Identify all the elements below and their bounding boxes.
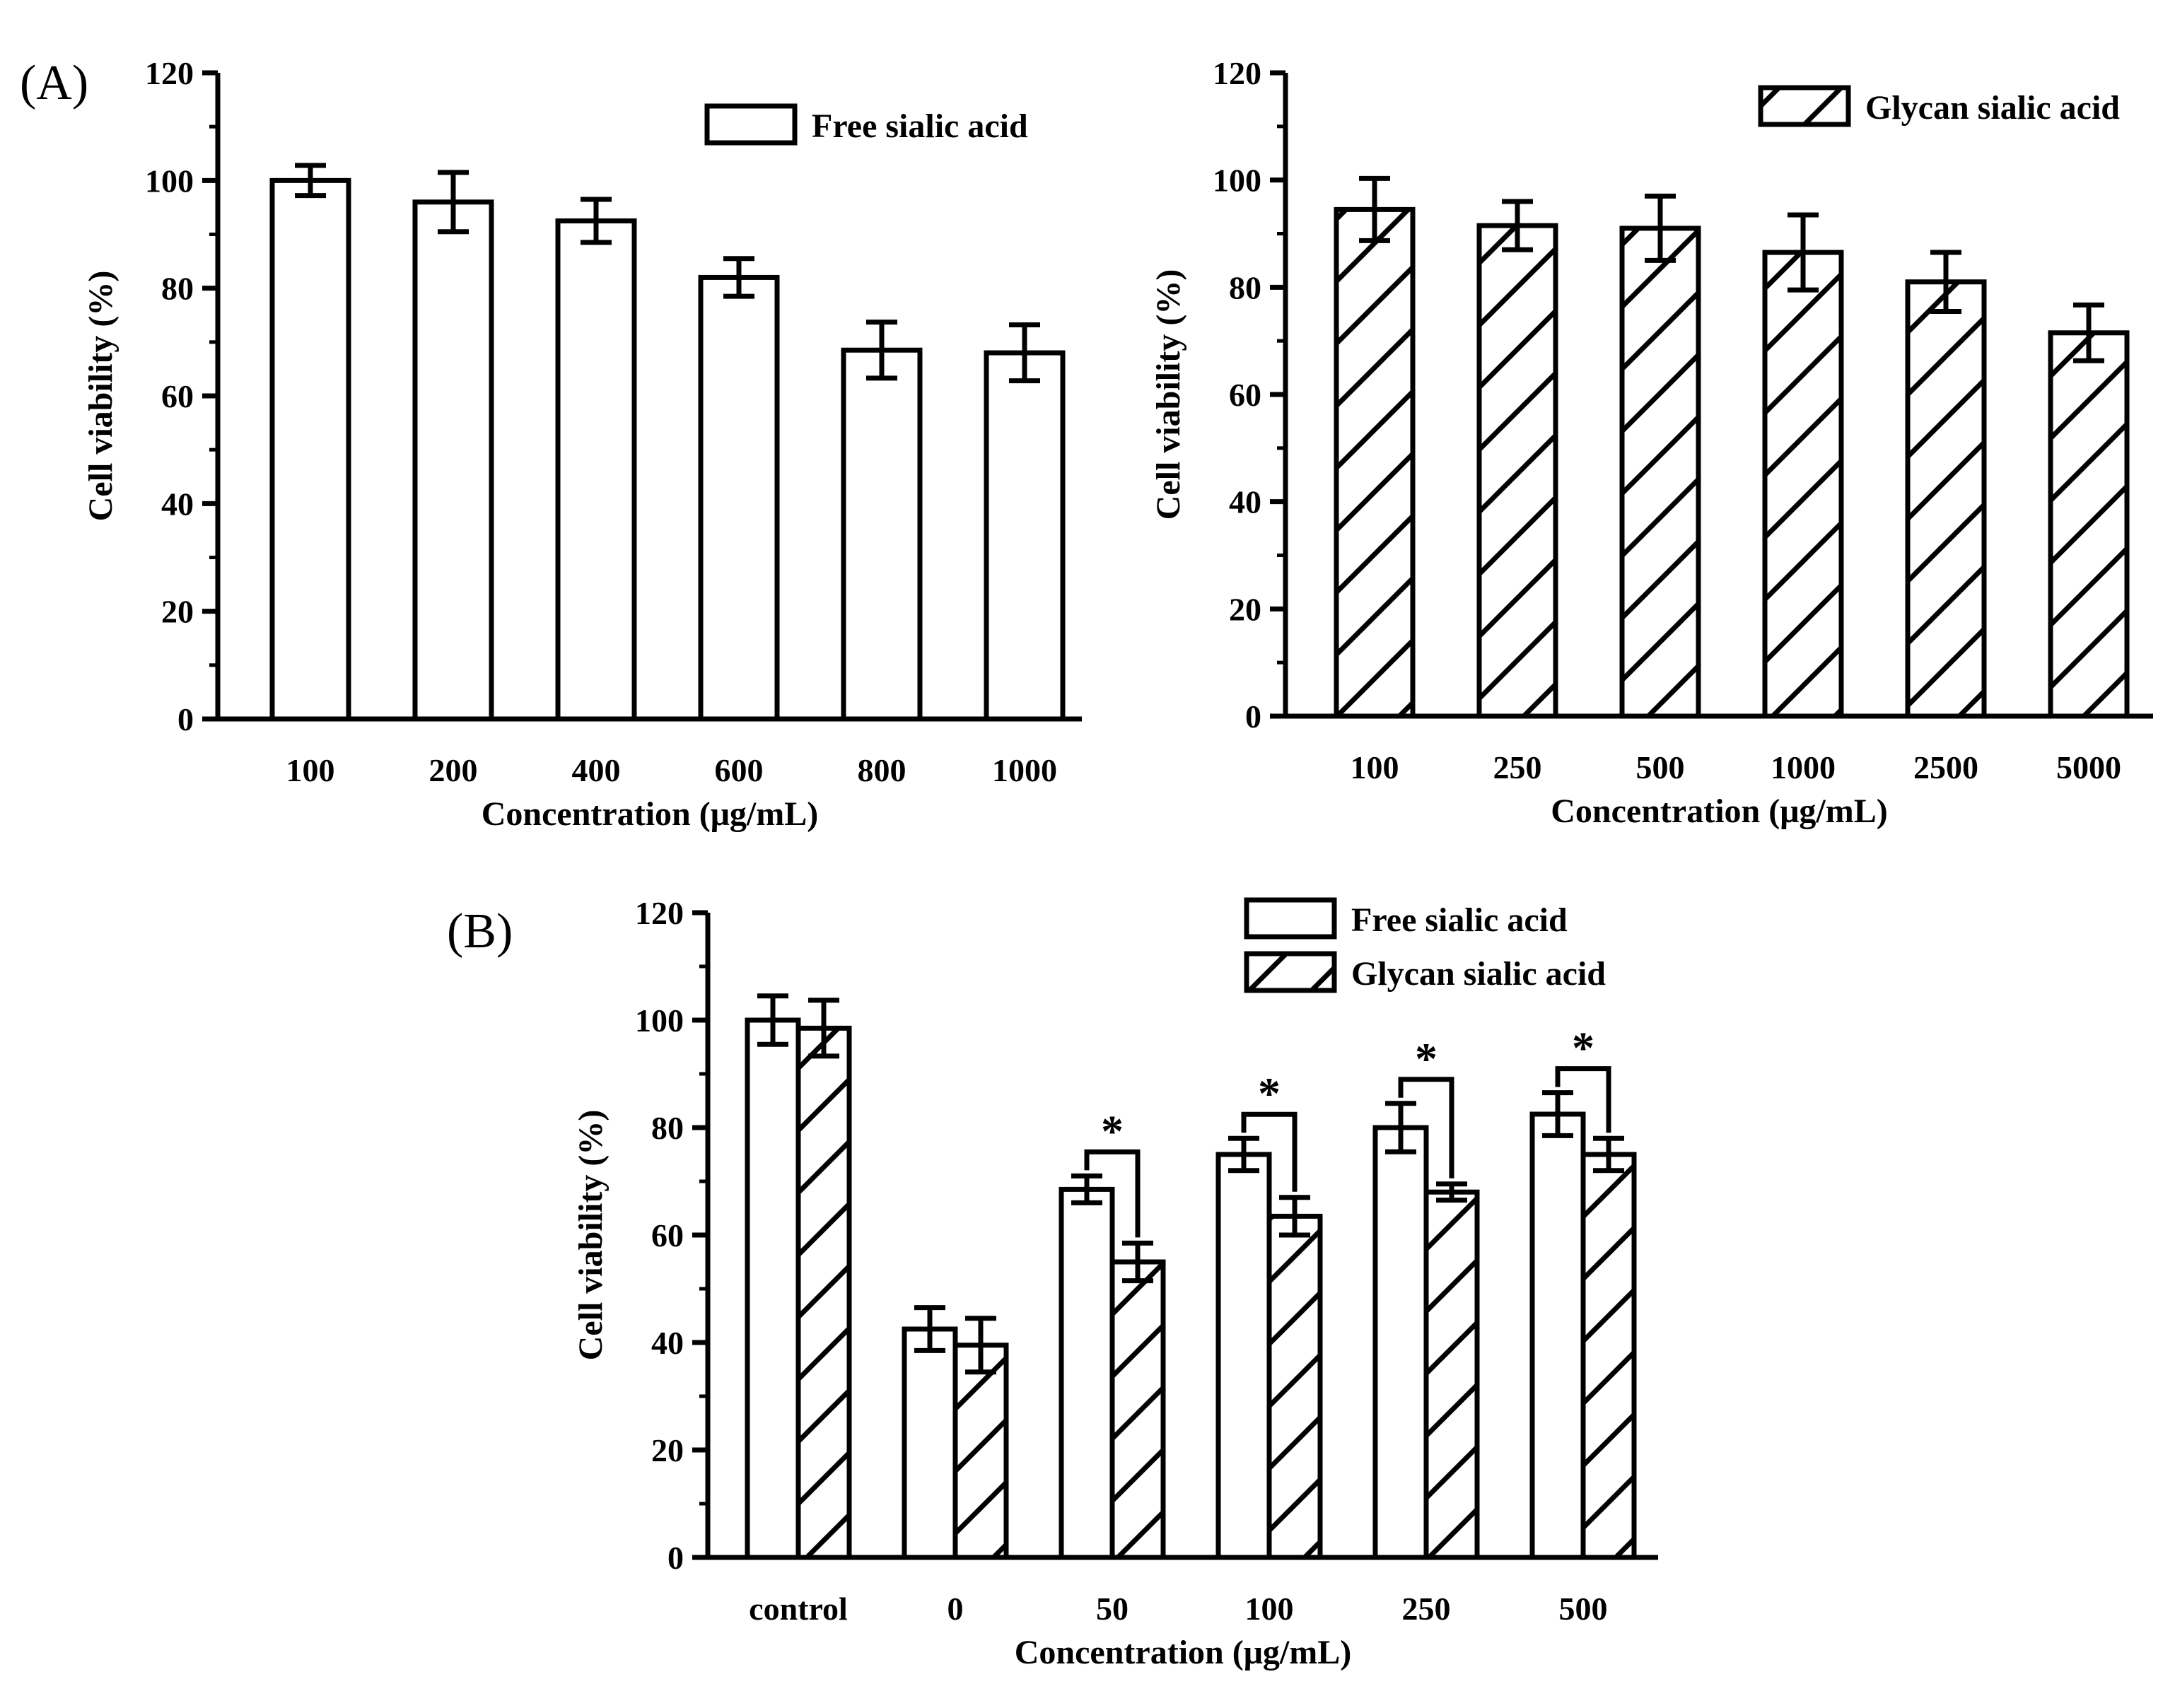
legend-swatch-free xyxy=(1244,897,1337,940)
y-tick-label: 80 xyxy=(1229,269,1261,305)
chart-a-left: 100 200 400 600 800 1000 0 20 40 60 80 100 120 Concen… xyxy=(82,55,1082,833)
x-tick-label: 200 xyxy=(429,752,478,788)
significance-bracket-100 xyxy=(1241,1111,1298,1192)
legend-label-glycan: Glycan sialic acid xyxy=(1351,955,1606,993)
bar-free-200 xyxy=(412,199,494,722)
bar-free-250 xyxy=(1372,1125,1429,1560)
bar-free-100 xyxy=(269,177,351,722)
y-axis-title: Cell viability (%) xyxy=(572,1110,610,1361)
bar-free-600 xyxy=(698,274,780,722)
y-tick-label: 20 xyxy=(1229,591,1261,627)
y-tick-label: 120 xyxy=(635,895,684,931)
bar-glycan-0 xyxy=(952,1343,1009,1560)
significance-bracket-50 xyxy=(1084,1149,1141,1238)
bar-glycan-50 xyxy=(1109,1259,1166,1560)
y-tick-label: 120 xyxy=(1213,55,1261,91)
y-tick-label: 60 xyxy=(161,378,194,414)
x-tick-label: 100 xyxy=(286,752,335,788)
bar-free-0 xyxy=(902,1326,958,1560)
x-tick-label: 400 xyxy=(572,752,621,788)
significance-star-500: * xyxy=(1572,1023,1594,1073)
x-tick-label: 5000 xyxy=(2056,749,2121,785)
x-tick-label: 100 xyxy=(1245,1591,1294,1627)
y-tick-label: 40 xyxy=(161,486,194,522)
y-tick-label: 120 xyxy=(145,55,194,91)
x-tick-label: 100 xyxy=(1351,749,1399,785)
x-tick-label: 1000 xyxy=(1771,749,1836,785)
bar-glycan-250 xyxy=(1423,1189,1480,1560)
y-tick-label: 80 xyxy=(651,1110,684,1146)
y-tick-label: 100 xyxy=(1213,163,1261,199)
bar-glycan-2500 xyxy=(1905,279,1987,719)
x-tick-label: 250 xyxy=(1493,749,1542,785)
panel-label-a: (A) xyxy=(20,56,88,110)
y-tick-label: 0 xyxy=(177,701,194,737)
x-axis-title: Concentration (μg/mL) xyxy=(482,795,818,833)
bar-glycan-100 xyxy=(1334,206,1416,719)
y-tick-label: 20 xyxy=(161,594,194,630)
x-tick-label: control xyxy=(749,1591,848,1627)
bar-glycan-250 xyxy=(1476,223,1558,719)
y-tick-label: 40 xyxy=(651,1325,684,1361)
x-axis-title: Concentration (μg/mL) xyxy=(1015,1634,1351,1671)
bar-free-800 xyxy=(841,347,923,722)
y-tick-label: 60 xyxy=(651,1217,684,1253)
significance-bracket-250 xyxy=(1398,1077,1454,1178)
bar-glycan-100 xyxy=(1266,1213,1323,1560)
x-tick-label: 800 xyxy=(858,752,906,788)
bar-free-50 xyxy=(1059,1186,1115,1560)
bar-glycan-500 xyxy=(1580,1152,1637,1560)
x-tick-label: 500 xyxy=(1559,1591,1608,1627)
y-tick-label: 100 xyxy=(145,163,194,199)
legend-swatch-glycan xyxy=(1758,85,1851,127)
bar-free-control xyxy=(745,1017,801,1560)
y-tick-label: 20 xyxy=(651,1432,684,1468)
y-tick-label: 80 xyxy=(161,271,194,307)
chart-a-right: 100 250 500 1000 2500 5000 0 20 40 60 80 100 120 Conc… xyxy=(1150,55,2153,830)
x-tick-label: 1000 xyxy=(992,752,1057,788)
bar-free-400 xyxy=(555,218,637,722)
legend-label-free: Free sialic acid xyxy=(812,107,1028,145)
y-tick-label: 40 xyxy=(1229,484,1261,520)
x-tick-label: 600 xyxy=(715,752,764,788)
bar-free-100 xyxy=(1215,1152,1272,1560)
panel-label-b: (B) xyxy=(447,904,513,959)
significance-star-100: * xyxy=(1258,1068,1281,1118)
y-axis-title: Cell viability (%) xyxy=(82,271,119,522)
x-tick-label: 500 xyxy=(1636,749,1685,785)
y-tick-label: 0 xyxy=(1245,698,1261,735)
significance-bracket-500 xyxy=(1555,1066,1611,1133)
bar-free-500 xyxy=(1529,1111,1586,1560)
legend-swatch-glycan xyxy=(1244,951,1337,993)
x-axis-title: Concentration (μg/mL) xyxy=(1551,792,1887,830)
legend-label-glycan: Glycan sialic acid xyxy=(1865,89,2120,127)
bar-free-1000 xyxy=(984,350,1066,722)
significance-star-250: * xyxy=(1415,1034,1438,1084)
x-tick-label: 0 xyxy=(947,1591,964,1627)
chart-b: control 0 50 100 250 500 * * * * 0 20 40 60 80 100 120 Co… xyxy=(572,895,1658,1671)
legend-label-free: Free sialic acid xyxy=(1351,901,1568,939)
x-tick-label: 2500 xyxy=(1913,749,1978,785)
x-tick-label: 250 xyxy=(1402,1591,1451,1627)
significance-star-50: * xyxy=(1101,1106,1124,1156)
y-tick-label: 100 xyxy=(635,1002,684,1039)
legend-swatch-free xyxy=(704,103,798,146)
bar-glycan-5000 xyxy=(2048,330,2130,719)
y-tick-label: 0 xyxy=(667,1540,684,1576)
x-tick-label: 50 xyxy=(1096,1591,1129,1627)
y-tick-label: 60 xyxy=(1229,377,1261,413)
bar-glycan-1000 xyxy=(1762,250,1844,719)
bar-glycan-control xyxy=(795,1025,852,1560)
y-axis-title: Cell viability (%) xyxy=(1150,269,1187,520)
bar-glycan-500 xyxy=(1619,226,1701,719)
